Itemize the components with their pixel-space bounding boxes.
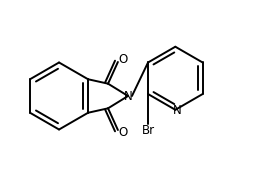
Text: Br: Br (141, 124, 155, 137)
Text: O: O (118, 53, 127, 65)
Text: O: O (118, 127, 127, 139)
Text: N: N (173, 104, 182, 117)
Text: N: N (124, 89, 132, 103)
